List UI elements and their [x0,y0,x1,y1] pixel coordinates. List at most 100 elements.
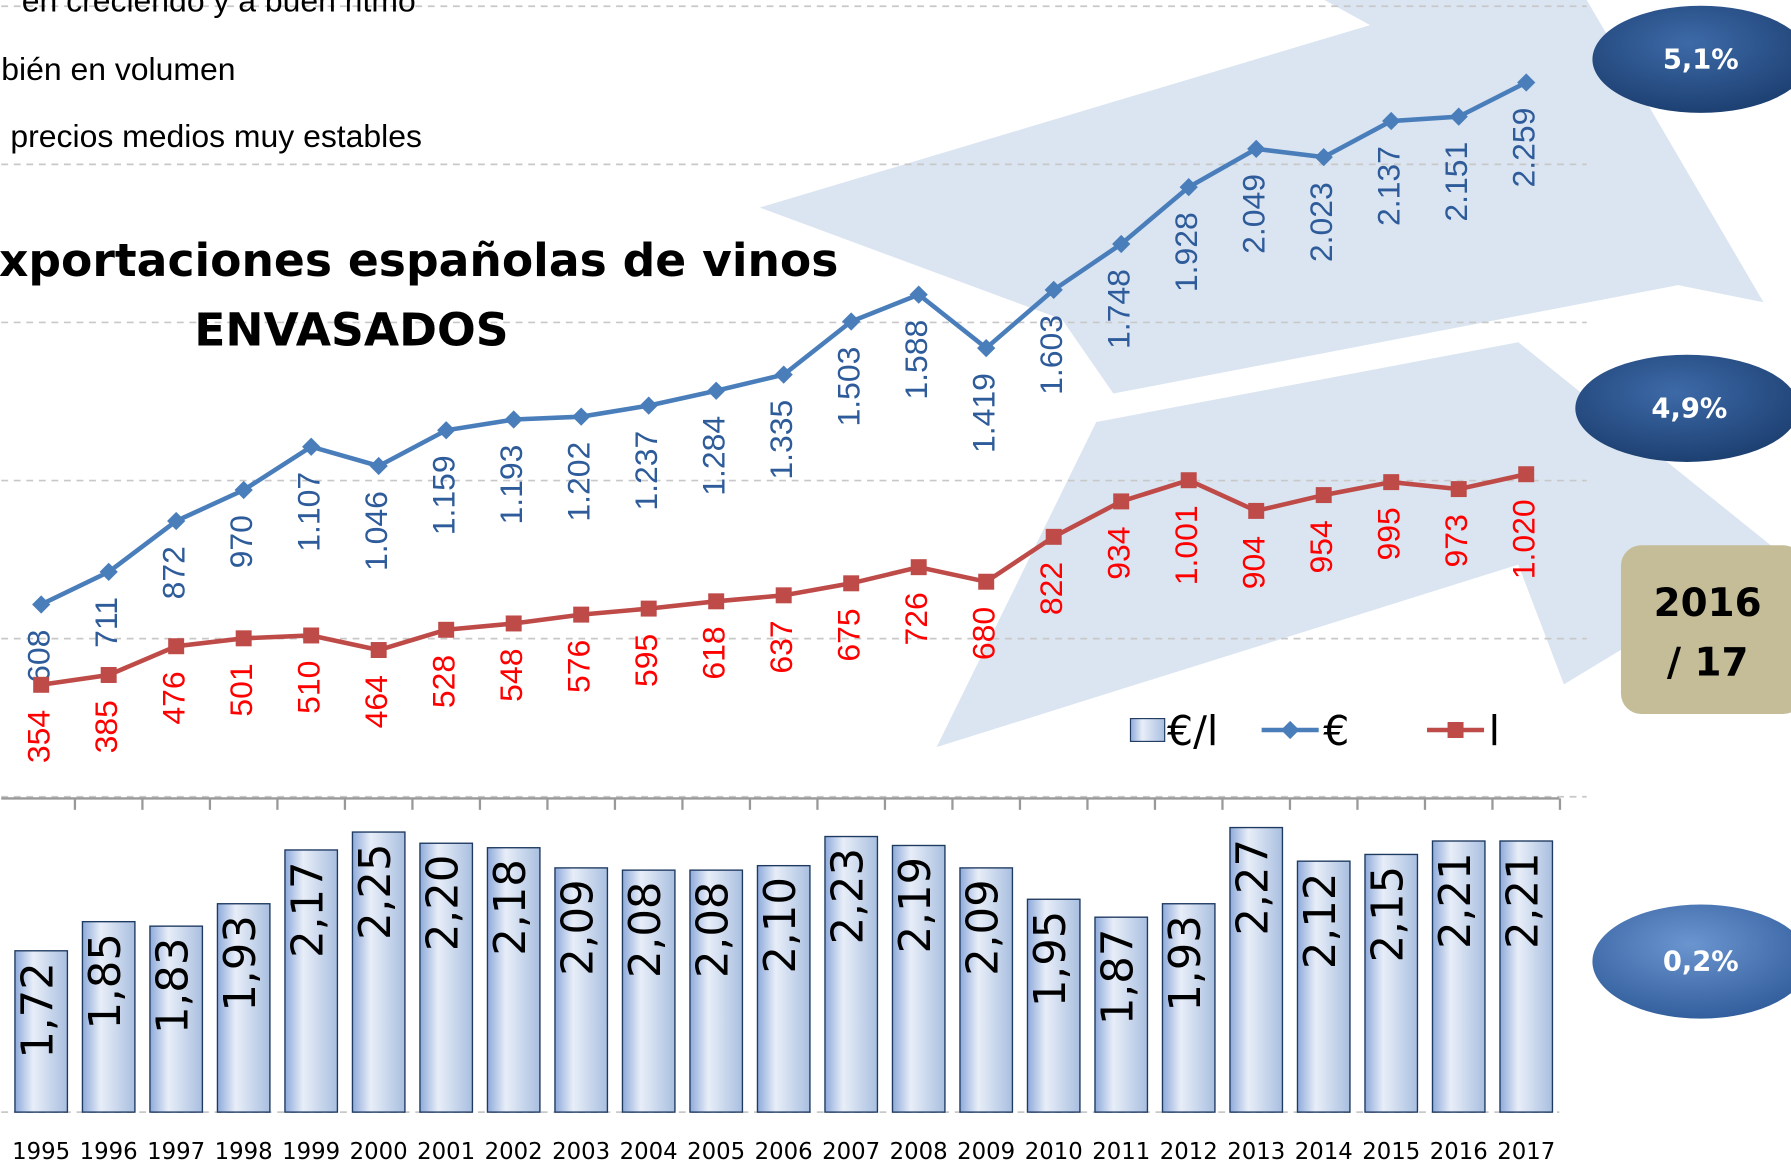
plot: 1995 1996 1997 1998 1999 2000 2001 2002 2003 2004… [1,5,1587,1165]
x-tick-label: 1997 [147,1139,205,1165]
marker [100,667,117,683]
x-tick-label: 1996 [80,1139,138,1165]
data-label: 1,85 [81,933,131,1029]
data-label: 2.023 [1303,182,1339,262]
bar [14,950,69,1113]
x-tick-label: 2007 [822,1139,880,1165]
marker [909,285,928,304]
legend-marker [1281,720,1300,740]
data-label: 680 [966,607,1002,660]
badge [1592,904,1791,1019]
data-label: 726 [898,592,934,645]
bar [1026,898,1081,1113]
marker [1518,466,1535,483]
data-label: 2,12 [1296,873,1346,969]
bar [1431,840,1486,1113]
data-label: 2,15 [1364,866,1414,962]
x-tick-label: 2005 [687,1139,745,1165]
data-label: 2.151 [1438,142,1474,222]
marker [303,627,320,644]
data-label: 2,21 [1431,852,1481,948]
data-label: 2,23 [824,848,874,944]
data-label: 1.237 [628,431,664,511]
data-label: 385 [88,700,124,753]
data-label: 711 [88,597,124,648]
bar [351,831,406,1113]
period-label: 2016 [1654,581,1762,626]
data-label: 608 [21,630,57,683]
x-tick-label: 2009 [957,1139,1015,1165]
data-label: 1,72 [14,962,64,1058]
marker [1045,528,1062,545]
x-tick-label: 1995 [12,1139,70,1165]
marker [1112,234,1131,254]
marker [504,410,523,429]
marker [572,407,591,426]
marker [234,480,253,500]
data-label: 2,08 [621,882,671,978]
arrow-shape [936,342,1781,748]
marker [977,338,996,358]
marker [1179,178,1198,197]
data-label: 595 [628,634,664,687]
marker [640,600,657,617]
bar [689,869,744,1113]
legend-marker [1447,722,1464,738]
data-label: 995 [1371,507,1407,560]
marker [1113,493,1130,510]
data-label: 675 [831,608,867,661]
data-label: 934 [1101,527,1137,580]
badge [1575,354,1791,462]
bar [621,869,676,1113]
data-label: 2,27 [1229,839,1279,935]
note: bién en volumen [1,51,235,87]
x-tick-label: 2013 [1227,1139,1285,1165]
marker [1044,280,1063,300]
data-label: 1.603 [1033,315,1069,395]
bar [1499,840,1554,1113]
data-label: 1,93 [1161,915,1211,1011]
marker [99,562,118,582]
badge-label: 0,2% [1663,947,1739,978]
x-tick-label: 2016 [1430,1139,1488,1165]
x-tick-label: 2010 [1025,1139,1083,1165]
chart-subtitle: ENVASADOS [194,304,508,357]
marker [1383,474,1400,491]
bar [81,920,136,1113]
legend-label: €/l [1167,707,1218,755]
data-label: 2,18 [486,859,536,955]
marker [708,593,725,610]
marker [1314,147,1333,167]
data-label: 872 [156,546,192,599]
data-label: 1,87 [1094,929,1144,1025]
bar [1161,903,1216,1113]
data-label: 1.159 [426,455,462,535]
bar [554,867,609,1113]
data-label: 2,09 [554,879,604,975]
x-tick-label: 2008 [890,1139,948,1165]
marker [1449,107,1468,126]
data-label: 904 [1236,536,1272,589]
data-label: 2,21 [1499,852,1549,948]
data-label: 637 [763,620,799,673]
marker [639,396,658,415]
marker [235,630,252,647]
x-tick-label: 2003 [552,1139,610,1165]
badge-label: 5,1% [1663,44,1739,75]
bar [1364,853,1419,1113]
data-label: 1,93 [216,915,266,1011]
data-label: 1,95 [1026,911,1076,1007]
note: en creciendo y a buen ritmo [22,0,416,18]
marker [33,676,50,693]
marker [302,437,321,456]
marker [370,642,387,659]
marker [1450,481,1467,498]
marker [168,638,185,655]
bar [824,835,879,1113]
marker [1247,139,1266,158]
marker [1315,487,1332,504]
bar [1229,826,1284,1113]
data-label: 476 [156,671,192,724]
marker [774,365,793,384]
note: precios medios muy estables [10,118,422,154]
